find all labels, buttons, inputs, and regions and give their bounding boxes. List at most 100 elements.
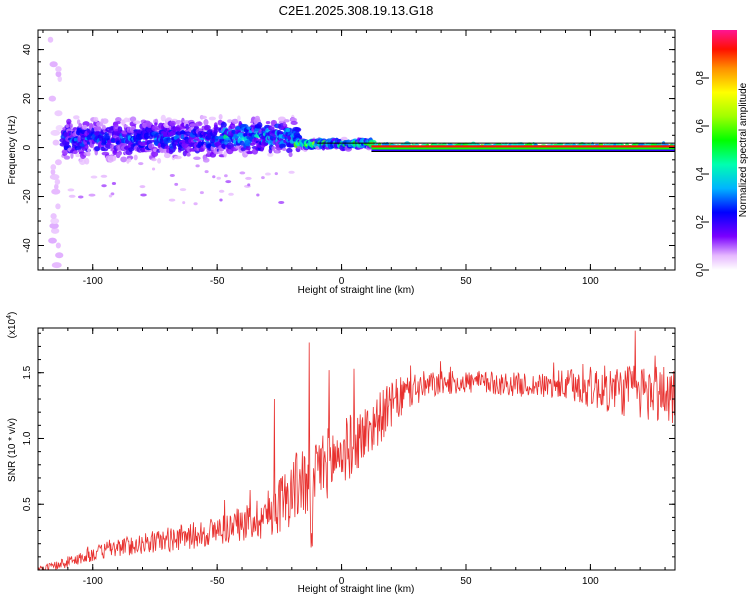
spectrogram-cell [89,122,94,129]
snr-panel: -100 -50 0 50 100 0.5 1.0 1.5 Height of straigh… [6,312,676,595]
spectrogram-cell [286,127,291,133]
spectrogram-cell [123,117,130,123]
spectrogram-cell [101,184,107,188]
spectrogram-cell [277,116,286,122]
spectrogram-cell [264,172,271,176]
spectrogram-cell [289,117,298,122]
spectrogram-cell [52,139,60,146]
spectrogram-cell [164,145,171,150]
colorbar-label: Normalized spectral amplitude [738,82,749,217]
spectrogram-cell [84,143,89,150]
spectrogram-cell [173,155,182,160]
spectrogram-cell [204,124,211,131]
spectrogram-cell [51,262,62,269]
snr-scale-base: (x10 [7,318,18,338]
spectrogram-xlabel: Height of straight line (km) [298,285,415,296]
snr-frame [37,327,676,571]
spectrogram-cell [167,139,173,143]
spectrogram-cell [157,158,162,164]
spectrogram-cell [88,193,96,197]
spectrogram-cell [151,167,156,171]
spectrogram-cell [101,124,106,130]
spectrogram-cell [225,180,232,184]
spectrogram-cell [67,188,75,192]
spectrogram-cell [72,150,78,155]
spectrogram-cell [138,162,144,166]
spectrogram-cell [54,183,59,190]
spectrogram-cell [50,227,60,234]
snr-series-line [38,330,675,570]
spectrogram-cell [182,201,186,205]
spectrogram-cell [267,152,274,157]
figure-title: C2E1.2025.308.19.13.G18 [279,3,434,18]
snr-xtick-label: -100 [83,576,103,587]
spectrogram-cell [133,120,141,125]
carrier-line-green [371,147,675,150]
colorbar-tick-label: 0.6 [695,119,706,133]
spectrogram-cell [75,153,81,158]
spectrogram-ytick-label: 20 [22,93,33,105]
spectrogram-cell [54,178,61,185]
snr-ytick-label: 1.5 [22,365,33,379]
svg-text:(x104): (x104) [6,312,18,339]
spectrogram-xtick-label: -50 [210,276,225,287]
spectrogram-cell [101,148,109,152]
spectrogram-cell [49,61,58,68]
spectrogram-cell [51,188,61,195]
spectrogram-panel: -100 -50 0 50 100 -40 -20 0 20 40 Height of strai… [7,29,676,296]
spectrogram-cell [203,119,209,126]
spectrogram-ytick-label: 0 [22,144,33,150]
spectrogram-cell [87,151,91,157]
spectrogram-cell [169,173,175,177]
spectrogram-frame [37,29,676,271]
spectrogram-cell [296,145,302,150]
spectrogram-xtick-label: 50 [460,276,472,287]
spectrogram-cell [202,157,210,163]
spectrogram-cell [223,138,229,146]
spectrogram-cell [193,202,198,206]
colorbar-tick-label: 0.2 [695,215,706,229]
spectrogram-cell [218,113,223,120]
spectrogram-cell [78,158,86,165]
spectrogram-cell [288,170,295,174]
spectrogram-cell [239,171,246,175]
spectrogram-cell [279,143,286,149]
spectrogram-ytick-label: -20 [22,189,33,204]
spectrogram-cell [128,147,133,153]
spectrogram-cell [220,121,227,128]
spectrogram-marks [47,36,675,269]
spectrogram-cell [133,154,138,161]
spectrogram-cell [116,121,121,125]
spectrogram-cell [70,152,74,159]
spectrogram-cell [93,125,102,132]
spectrogram-cell [282,121,287,127]
spectrogram-cell [140,193,147,197]
spectrogram-cell [84,157,90,165]
spectrogram-cell [204,170,209,174]
spectrogram-cell [172,126,181,132]
spectrogram-cell [117,152,122,156]
spectrogram-cell [282,147,287,151]
snr-ytick-label: 1.0 [22,431,33,445]
spectrogram-cell [100,174,108,178]
spectrogram-cell [151,151,159,158]
spectrogram-cell [256,122,263,129]
spectrogram-axes: -100 -50 0 50 100 -40 -20 0 20 40 [22,30,675,287]
spectrogram-cell [120,156,128,163]
snr-xtick-label: 50 [460,576,472,587]
spectrogram-cell [54,159,62,166]
spectrogram-cell [193,156,201,160]
snr-ylabel: SNR (10 * v/v) [7,418,18,482]
spectrogram-ytick-label: -40 [22,238,33,253]
spectrogram-cell [123,124,128,128]
spectrogram-cell [193,125,200,130]
spectrogram-cell [48,95,57,102]
spectrogram-cell [110,192,115,196]
spectrogram-cell [129,116,137,122]
spectrogram-cell [50,213,57,220]
spectrogram-cell [189,123,197,127]
colorbar-tick-label: 0.4 [695,167,706,181]
spectrogram-cell [90,175,98,179]
spectrogram-cell [256,193,260,197]
spectrogram-cell [153,148,157,152]
